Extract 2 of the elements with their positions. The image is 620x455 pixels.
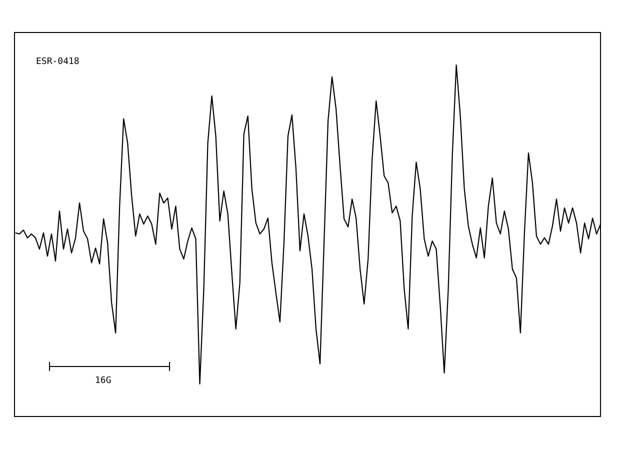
annotation: 16G xyxy=(95,376,112,386)
annotation: ESR-0418 xyxy=(36,57,80,67)
